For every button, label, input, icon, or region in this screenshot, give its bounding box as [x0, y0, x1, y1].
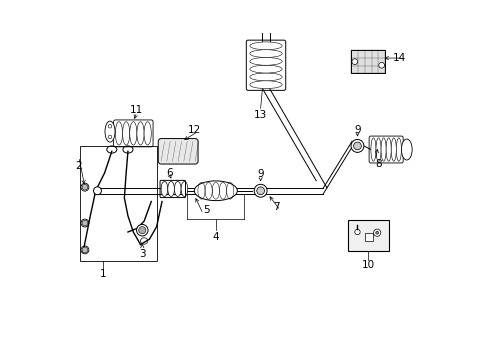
- Circle shape: [353, 142, 361, 150]
- FancyBboxPatch shape: [158, 139, 198, 164]
- Ellipse shape: [354, 229, 360, 235]
- Circle shape: [350, 139, 363, 152]
- Ellipse shape: [81, 183, 89, 191]
- Circle shape: [108, 135, 112, 139]
- Ellipse shape: [401, 139, 411, 160]
- Circle shape: [375, 231, 378, 234]
- Text: 13: 13: [253, 111, 267, 121]
- Ellipse shape: [129, 122, 137, 145]
- Ellipse shape: [106, 146, 117, 153]
- Ellipse shape: [249, 58, 282, 65]
- Circle shape: [373, 229, 380, 236]
- Text: 3: 3: [139, 248, 145, 258]
- Text: 6: 6: [165, 168, 172, 178]
- Circle shape: [139, 226, 145, 234]
- Ellipse shape: [93, 187, 101, 195]
- Text: 5: 5: [203, 206, 210, 216]
- Text: 1: 1: [99, 269, 106, 279]
- Ellipse shape: [249, 81, 282, 89]
- Ellipse shape: [174, 181, 181, 197]
- Text: 9: 9: [257, 168, 264, 179]
- Ellipse shape: [395, 138, 401, 161]
- Circle shape: [82, 247, 88, 253]
- Ellipse shape: [375, 138, 380, 161]
- Text: 11: 11: [130, 105, 143, 115]
- Ellipse shape: [249, 65, 282, 73]
- Ellipse shape: [249, 42, 282, 50]
- Text: 10: 10: [361, 260, 374, 270]
- Ellipse shape: [390, 138, 395, 161]
- Ellipse shape: [249, 73, 282, 81]
- Text: 12: 12: [187, 125, 201, 135]
- Ellipse shape: [81, 219, 89, 227]
- Ellipse shape: [81, 246, 89, 254]
- Circle shape: [82, 220, 88, 226]
- Text: 7: 7: [273, 202, 280, 212]
- Bar: [80, 146, 156, 261]
- Ellipse shape: [249, 50, 282, 58]
- Ellipse shape: [161, 181, 167, 197]
- Ellipse shape: [144, 122, 151, 145]
- Text: 9: 9: [353, 125, 360, 135]
- Ellipse shape: [115, 122, 122, 145]
- Ellipse shape: [140, 238, 147, 244]
- Ellipse shape: [105, 121, 115, 142]
- Ellipse shape: [380, 138, 386, 161]
- Ellipse shape: [386, 138, 390, 161]
- Ellipse shape: [167, 181, 174, 197]
- Circle shape: [351, 59, 357, 64]
- Circle shape: [256, 187, 264, 195]
- Text: 4: 4: [212, 232, 219, 242]
- Text: 14: 14: [392, 53, 406, 63]
- Ellipse shape: [122, 122, 129, 145]
- Ellipse shape: [194, 181, 237, 201]
- Ellipse shape: [122, 146, 133, 153]
- Ellipse shape: [136, 225, 148, 236]
- Circle shape: [378, 62, 384, 68]
- Circle shape: [82, 184, 88, 190]
- Text: 2: 2: [75, 161, 82, 171]
- Bar: [347, 220, 388, 251]
- Bar: [350, 50, 385, 73]
- Ellipse shape: [137, 122, 144, 145]
- Text: 8: 8: [375, 159, 382, 169]
- Ellipse shape: [181, 181, 187, 197]
- Circle shape: [254, 184, 266, 197]
- Bar: [364, 233, 372, 241]
- Ellipse shape: [370, 138, 375, 161]
- Circle shape: [108, 125, 112, 128]
